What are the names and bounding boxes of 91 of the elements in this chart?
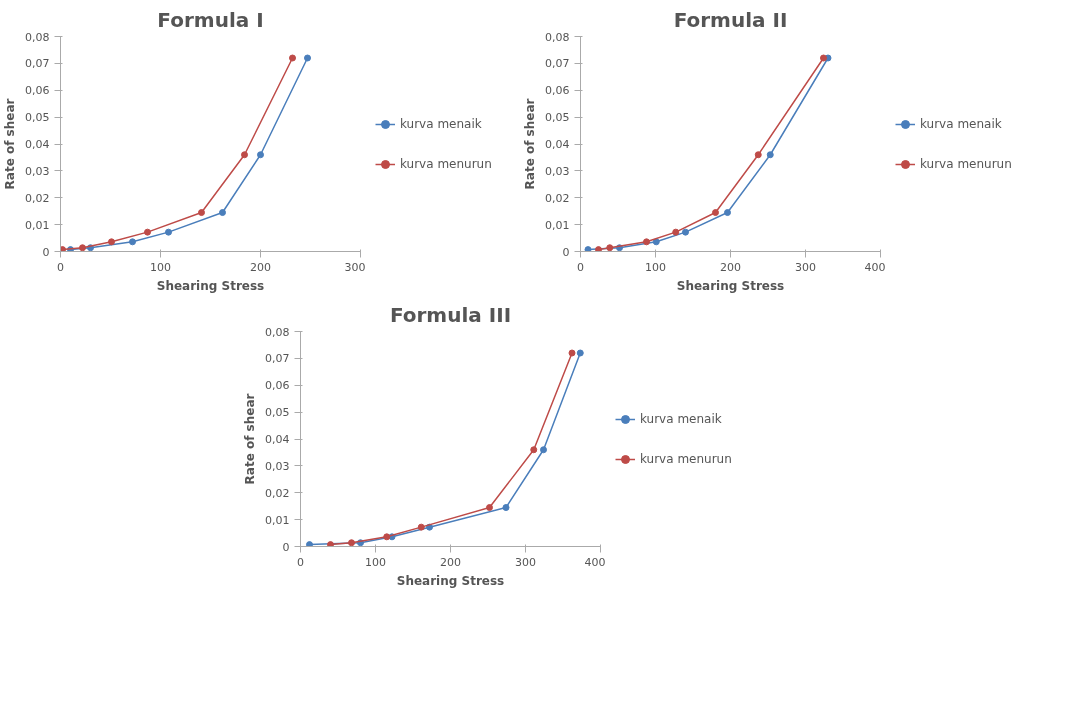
y-tick-label: 0,03 [25, 164, 50, 178]
y-tick-label: 0,04 [25, 138, 50, 151]
y-tick-label: 0,01 [25, 218, 50, 232]
y-tick-label: 0 [562, 245, 570, 259]
legend-label: kurva menurun [640, 451, 732, 466]
point [144, 228, 151, 236]
x-tick-label: 100 [365, 555, 386, 569]
point [766, 151, 774, 159]
point [241, 151, 248, 159]
point [502, 504, 510, 512]
x-tick-label: 100 [150, 260, 171, 274]
y-tick-label: 0,02 [545, 191, 570, 205]
point [712, 209, 719, 217]
y-axis-title: Rate of shear [3, 98, 18, 190]
y-tick-label: 0,04 [545, 138, 570, 151]
y-tick-label: 0,07 [545, 57, 570, 71]
point [198, 209, 205, 217]
point [643, 238, 650, 246]
legend-label: kurva menurun [400, 156, 492, 171]
y-axis-title: Rate of shear [243, 393, 258, 485]
point [348, 539, 355, 547]
point [306, 541, 313, 547]
y-tick-label: 0 [42, 245, 50, 259]
x-axis-title: Shearing Stress [676, 278, 785, 293]
y-tick-label: 0,04 [265, 433, 290, 446]
point [383, 533, 391, 541]
x-tick-label: 0 [577, 260, 584, 274]
y-tick-label: 0,06 [25, 84, 50, 98]
point [672, 228, 680, 236]
y-tick-label: 0,06 [265, 379, 290, 393]
point [219, 209, 226, 217]
x-tick-label: 200 [720, 260, 741, 274]
point [486, 504, 493, 512]
y-tick-label: 0,07 [265, 352, 290, 366]
x-tick-label: 400 [864, 260, 886, 274]
x-tick-label: 0 [297, 555, 304, 569]
y-tick-label: 0,08 [545, 30, 570, 44]
legend-label: kurva menaik [920, 116, 1002, 131]
y-tick-label: 0,05 [25, 111, 50, 125]
point [724, 209, 731, 217]
y-tick-label: 0,05 [545, 111, 570, 125]
y-tick-label: 0,01 [545, 218, 570, 232]
x-tick-label: 100 [645, 260, 666, 274]
x-axis-title: Shearing Stress [396, 573, 505, 588]
y-tick-label: 0 [282, 540, 290, 554]
point [682, 228, 689, 236]
y-tick-label: 0,02 [265, 486, 290, 500]
y-axis-title: Rate of shear [523, 98, 538, 190]
point [595, 246, 602, 252]
x-tick-label: 300 [344, 260, 366, 274]
y-tick-label: 0,08 [25, 30, 50, 44]
point [60, 246, 66, 252]
x-tick-label: 200 [440, 555, 461, 569]
point [540, 446, 547, 454]
chart-title: Formula II [673, 7, 788, 32]
y-tick-label: 0,03 [265, 459, 290, 473]
point [584, 246, 592, 252]
point [327, 541, 334, 547]
point [257, 151, 264, 159]
point [576, 349, 584, 357]
y-tick-label: 0,06 [545, 84, 570, 98]
x-tick-label: 0 [57, 260, 64, 274]
y-tick-label: 0,07 [25, 57, 50, 71]
y-tick-label: 0,08 [265, 325, 290, 339]
point [530, 446, 538, 454]
y-tick-label: 0,03 [545, 164, 570, 178]
point [652, 238, 660, 246]
y-tick-label: 0,05 [265, 406, 290, 420]
point [79, 244, 86, 252]
point [606, 244, 614, 252]
point [304, 54, 311, 62]
point [129, 238, 136, 246]
legend-label: kurva menaik [400, 116, 482, 131]
x-tick-label: 300 [795, 260, 816, 274]
chart-title: Formula III [389, 302, 512, 327]
y-tick-label: 0,02 [25, 191, 50, 205]
y-tick-label: 0,01 [265, 513, 290, 527]
legend-label: kurva menurun [920, 156, 1012, 171]
point [417, 523, 425, 531]
x-axis-title: Shearing Stress [156, 278, 265, 293]
x-tick-label: 400 [584, 555, 606, 569]
point [754, 151, 762, 159]
point [165, 228, 172, 236]
x-tick-label: 300 [515, 555, 536, 569]
point [820, 54, 827, 62]
legend-label: kurva menaik [640, 411, 722, 426]
chart-title: Formula I [157, 7, 264, 32]
x-tick-label: 200 [250, 260, 271, 274]
point [289, 54, 296, 62]
point [108, 238, 115, 246]
point [568, 349, 576, 357]
